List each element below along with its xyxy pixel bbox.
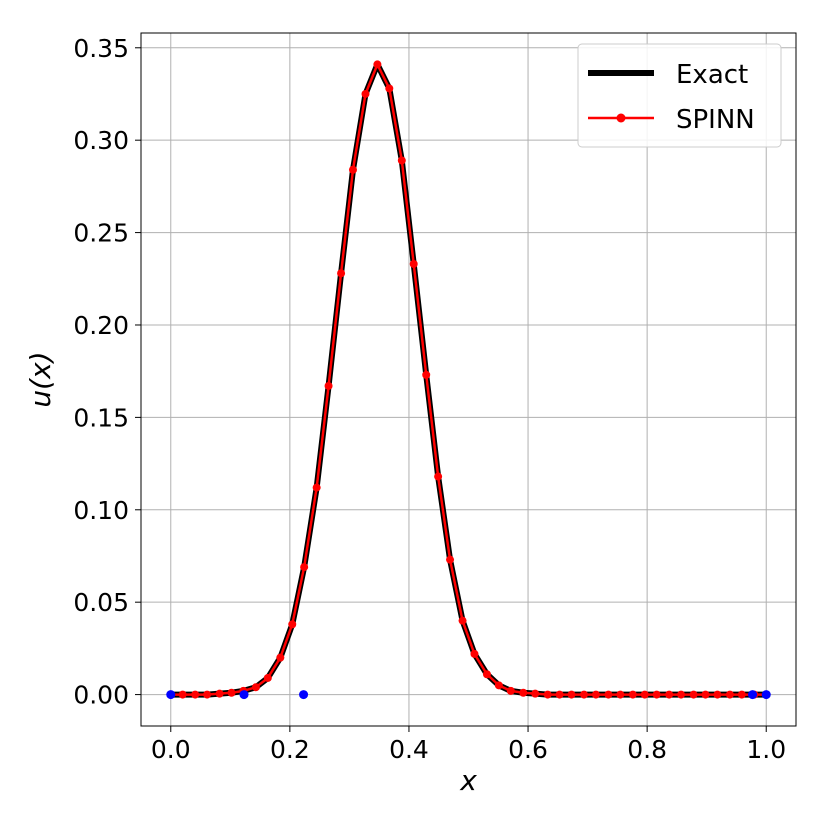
node-point xyxy=(761,690,771,700)
spinn-point xyxy=(640,690,649,699)
spinn-point xyxy=(494,681,503,690)
plot-area xyxy=(166,60,771,700)
spinn-point xyxy=(689,690,698,699)
spinn-point xyxy=(531,689,540,698)
y-tick-label: 0.00 xyxy=(73,681,129,710)
spinn-point xyxy=(263,673,272,682)
spinn-point xyxy=(434,472,443,481)
y-tick-label: 0.15 xyxy=(73,403,129,432)
node-point xyxy=(299,690,309,700)
ticks: 0.0 0.2 0.4 0.6 0.8 1.0 0.00 0.05 0.10 0.15 0.20 0.… xyxy=(73,34,786,764)
spinn-point xyxy=(191,690,200,699)
x-axis-label: x xyxy=(459,764,477,797)
legend-label-spinn: SPINN xyxy=(676,105,755,135)
spinn-point xyxy=(482,670,491,679)
spinn-point xyxy=(446,555,455,564)
spinn-point xyxy=(288,620,297,629)
spinn-point xyxy=(591,690,600,699)
legend: Exact SPINN xyxy=(577,43,782,148)
spinn-point xyxy=(422,370,431,379)
spinn-point xyxy=(701,690,710,699)
node-point xyxy=(239,690,249,700)
node-point xyxy=(748,690,758,700)
spinn-point xyxy=(276,653,285,662)
x-tick-label: 1.0 xyxy=(746,735,786,764)
spinn-point xyxy=(215,689,224,698)
series-line-exact xyxy=(170,61,767,698)
x-tick-label: 0.0 xyxy=(151,735,191,764)
spinn-point xyxy=(203,690,212,699)
spinn-point xyxy=(409,260,418,268)
spinn-point xyxy=(555,690,564,699)
spinn-point xyxy=(713,690,722,699)
axes-frame xyxy=(140,32,797,727)
legend-label-exact: Exact xyxy=(676,60,748,90)
node-point xyxy=(166,690,176,700)
spinn-point xyxy=(519,688,528,697)
y-tick-label: 0.20 xyxy=(73,311,129,340)
spinn-point xyxy=(616,690,625,699)
x-tick-label: 0.4 xyxy=(389,735,429,764)
spinn-point xyxy=(543,690,552,699)
spinn-point xyxy=(677,690,686,699)
y-tick-label: 0.30 xyxy=(73,126,129,155)
spinn-point xyxy=(324,381,333,390)
spinn-point xyxy=(567,690,576,699)
y-axis-label: u(x) xyxy=(24,351,57,407)
spinn-point xyxy=(458,616,467,625)
y-tick-label: 0.10 xyxy=(73,496,129,525)
spinn-point xyxy=(604,690,613,699)
legend-box xyxy=(577,43,782,148)
x-tick-label: 0.8 xyxy=(627,735,667,764)
x-tick-label: 0.2 xyxy=(270,735,310,764)
spinn-point xyxy=(397,156,406,165)
spinn-point xyxy=(312,483,321,492)
spinn-point xyxy=(470,649,479,658)
y-tick-label: 0.25 xyxy=(73,219,129,248)
spinn-point xyxy=(665,690,674,699)
spinn-point xyxy=(251,683,260,692)
spinn-point xyxy=(361,89,370,98)
spinn-point xyxy=(652,690,661,699)
spinn-point xyxy=(178,690,187,699)
y-tick-label: 0.05 xyxy=(73,588,129,617)
spinn-point xyxy=(300,563,309,572)
spinn-point xyxy=(227,688,236,697)
spinn-point xyxy=(628,690,637,699)
spinn-point xyxy=(337,269,346,278)
spinn-point xyxy=(725,690,734,699)
axes xyxy=(140,32,797,727)
spinn-point xyxy=(506,686,515,695)
x-tick-label: 0.6 xyxy=(508,735,548,764)
spinn-point xyxy=(348,165,357,174)
legend-marker-spinn xyxy=(616,113,626,123)
y-tick-label: 0.35 xyxy=(73,34,129,63)
spinn-point xyxy=(385,84,394,93)
spinn-point xyxy=(373,60,382,69)
spinn-point xyxy=(580,690,589,699)
spinn-point xyxy=(737,690,746,699)
series-line-spinn xyxy=(170,63,767,696)
